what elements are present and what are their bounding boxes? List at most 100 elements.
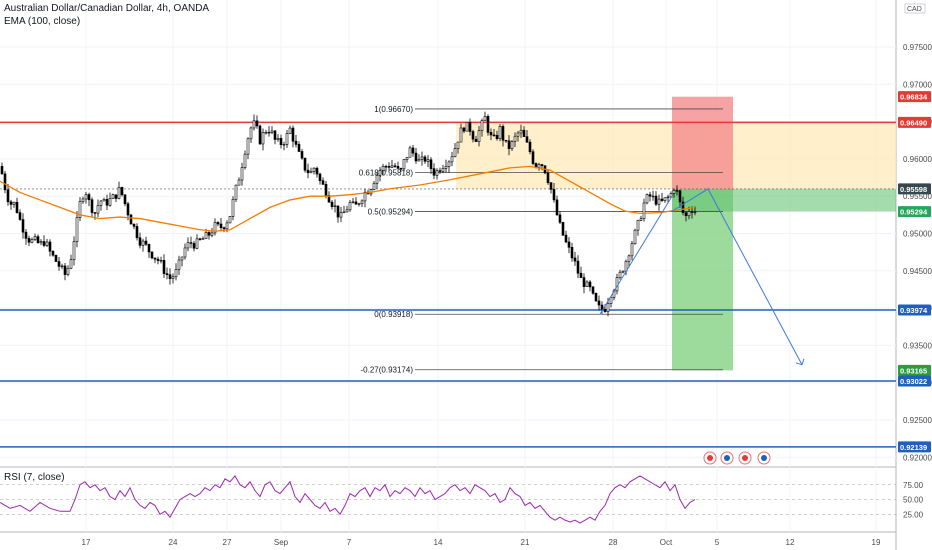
candle bbox=[447, 160, 451, 173]
candle-body bbox=[231, 198, 235, 217]
candle-body bbox=[177, 259, 181, 270]
candle bbox=[522, 126, 526, 137]
candle-body bbox=[105, 199, 109, 206]
take-profit-zone bbox=[672, 188, 733, 371]
candle bbox=[597, 295, 601, 311]
price-badge[interactable] bbox=[898, 364, 931, 376]
candle bbox=[627, 254, 631, 268]
candle-body bbox=[600, 304, 604, 310]
candle bbox=[198, 237, 202, 241]
candle-body bbox=[660, 198, 664, 201]
candle bbox=[579, 266, 583, 278]
candle bbox=[285, 130, 289, 148]
candle-body bbox=[642, 202, 646, 220]
candle bbox=[210, 227, 214, 238]
candle-body bbox=[108, 198, 112, 206]
event-icon-dot bbox=[707, 455, 713, 461]
candle bbox=[39, 239, 43, 246]
candle-body bbox=[564, 234, 568, 243]
trendline[interactable] bbox=[599, 195, 673, 315]
price-badge[interactable] bbox=[898, 183, 931, 195]
price-badge-label: 0.93165 bbox=[900, 366, 927, 375]
candle-body bbox=[597, 300, 601, 306]
candle bbox=[105, 194, 109, 210]
candle bbox=[318, 172, 322, 185]
time-tick-label: 28 bbox=[609, 538, 618, 547]
candle bbox=[282, 141, 286, 151]
candle-body bbox=[243, 153, 247, 168]
candle-body bbox=[249, 127, 253, 140]
candle bbox=[573, 251, 577, 266]
candle-body bbox=[462, 127, 466, 132]
candle-body bbox=[75, 217, 79, 242]
candle-body bbox=[294, 140, 298, 145]
horizontal-levels[interactable] bbox=[0, 121, 896, 448]
candle-body bbox=[510, 141, 514, 149]
fibonacci-retracement[interactable]: 1(0.96670) 0.618(0.95818) 0.5(0.95294) 0(0.… bbox=[359, 105, 723, 375]
candle bbox=[264, 129, 268, 135]
time-tick-label: 21 bbox=[521, 538, 530, 547]
candle bbox=[156, 256, 160, 265]
candle bbox=[327, 191, 331, 203]
candle bbox=[438, 167, 442, 175]
candle bbox=[363, 188, 367, 208]
candle bbox=[36, 234, 40, 244]
candle bbox=[18, 209, 22, 221]
candle-body bbox=[96, 205, 100, 214]
price-axis[interactable]: 75.0050.0025.000.975000.970000.965000.96… bbox=[898, 3, 932, 519]
candle-body bbox=[357, 203, 361, 205]
candle bbox=[420, 151, 424, 166]
candle-body bbox=[591, 286, 595, 294]
candle-body bbox=[255, 120, 259, 127]
candle-body bbox=[492, 134, 496, 137]
candle bbox=[66, 265, 70, 277]
candle-body bbox=[654, 195, 658, 205]
fib-level-label: 0.618(0.95818) bbox=[359, 168, 414, 177]
candle-body bbox=[489, 132, 493, 136]
candle-body bbox=[414, 152, 418, 162]
price-badge-label: 0.95598 bbox=[900, 185, 927, 194]
candle bbox=[516, 131, 520, 142]
candle-body bbox=[438, 170, 442, 172]
candle bbox=[237, 177, 241, 186]
candle-body bbox=[183, 247, 187, 258]
candle-body bbox=[285, 133, 289, 145]
candle-body bbox=[237, 179, 241, 186]
candle-body bbox=[402, 159, 406, 170]
ema-line bbox=[0, 165, 696, 232]
candle bbox=[42, 235, 46, 248]
candle bbox=[321, 177, 325, 185]
candle bbox=[252, 114, 256, 131]
price-tick-label: 0.95500 bbox=[903, 192, 932, 201]
candle-body bbox=[387, 166, 391, 168]
candle bbox=[399, 167, 403, 172]
candle-body bbox=[114, 194, 118, 199]
candle bbox=[60, 263, 64, 270]
chart-title: Australian Dollar/Canadian Dollar, 4h, O… bbox=[4, 3, 210, 14]
candle bbox=[150, 251, 154, 260]
candle-body bbox=[312, 167, 316, 172]
candle-body bbox=[0, 166, 4, 175]
candle bbox=[396, 161, 400, 170]
price-badge[interactable] bbox=[898, 206, 931, 218]
projection-arrow[interactable] bbox=[671, 188, 803, 366]
candle-body bbox=[384, 166, 388, 168]
candle bbox=[651, 190, 655, 201]
price-badge[interactable] bbox=[898, 116, 931, 128]
price-badge[interactable] bbox=[898, 91, 931, 103]
trend-drawings[interactable] bbox=[599, 188, 805, 366]
price-tick-label: 0.97500 bbox=[903, 43, 932, 52]
candles bbox=[0, 111, 697, 317]
candle-body bbox=[495, 135, 499, 139]
candle bbox=[633, 228, 637, 245]
candle-body bbox=[57, 261, 61, 267]
candle bbox=[33, 233, 37, 241]
price-badge[interactable] bbox=[898, 441, 931, 453]
price-badge[interactable] bbox=[898, 304, 931, 316]
candle-body bbox=[54, 254, 58, 262]
time-axis[interactable]: 17 24 27 Sep 7 14 21 28 Oct 5 12 19 bbox=[82, 538, 881, 547]
price-badge[interactable] bbox=[898, 375, 931, 387]
event-icons[interactable] bbox=[703, 451, 771, 465]
candle-body bbox=[378, 170, 382, 176]
